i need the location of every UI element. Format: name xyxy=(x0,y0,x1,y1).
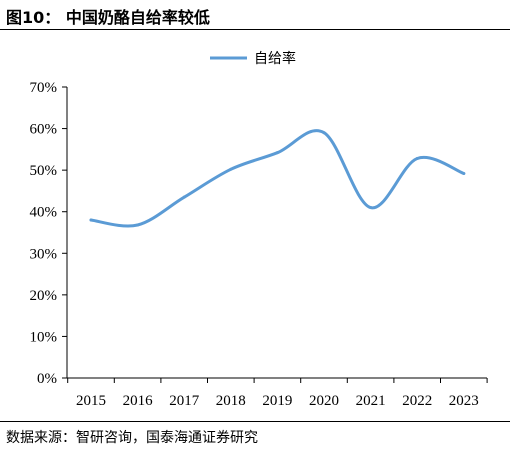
y-tick-label: 50% xyxy=(30,163,58,179)
x-tick-label: 2019 xyxy=(262,393,292,409)
legend: 自给率 xyxy=(210,50,296,67)
data-point xyxy=(275,151,279,155)
data-point xyxy=(229,167,233,171)
data-point xyxy=(462,171,466,175)
data-point xyxy=(89,218,93,222)
x-tick-label: 2017 xyxy=(169,393,200,409)
x-tick-label: 2018 xyxy=(216,393,246,409)
figure-title: 图10： 中国奶酪自给率较低 xyxy=(6,8,210,27)
data-point xyxy=(182,195,186,199)
y-tick-label: 30% xyxy=(30,246,58,262)
data-point xyxy=(322,131,326,135)
x-tick-label: 2020 xyxy=(309,393,339,409)
y-tick-label: 60% xyxy=(30,122,58,138)
series-line xyxy=(89,129,466,228)
data-point xyxy=(369,206,373,210)
x-tick-label: 2021 xyxy=(356,393,386,409)
source-note: 数据来源：智研咨询，国泰海通证券研究 xyxy=(6,430,258,446)
x-tick-label: 2022 xyxy=(402,393,432,409)
y-tick-label: 10% xyxy=(30,329,58,345)
line-chart: 0% 10% 20% 30% 40% 50% 60% 70% 2015 2016 2017 2018… xyxy=(30,50,488,409)
source-rule xyxy=(0,421,510,422)
legend-label: 自给率 xyxy=(254,50,296,67)
y-tick-label: 40% xyxy=(30,205,58,221)
title-rule xyxy=(0,29,510,30)
y-tick-label: 70% xyxy=(30,80,58,96)
series-layer xyxy=(89,129,466,228)
y-tick-label: 20% xyxy=(30,288,58,304)
x-tick-label: 2016 xyxy=(123,393,154,409)
x-tick-label: 2015 xyxy=(76,393,106,409)
x-tick-label: 2023 xyxy=(449,393,479,409)
y-tick-label: 0% xyxy=(37,371,57,387)
data-point xyxy=(415,157,419,161)
data-point xyxy=(136,223,140,227)
x-axis: 2015 2016 2017 2018 2019 2020 2021 2022 2023 xyxy=(67,377,488,409)
y-axis: 0% 10% 20% 30% 40% 50% 60% 70% xyxy=(30,80,68,387)
